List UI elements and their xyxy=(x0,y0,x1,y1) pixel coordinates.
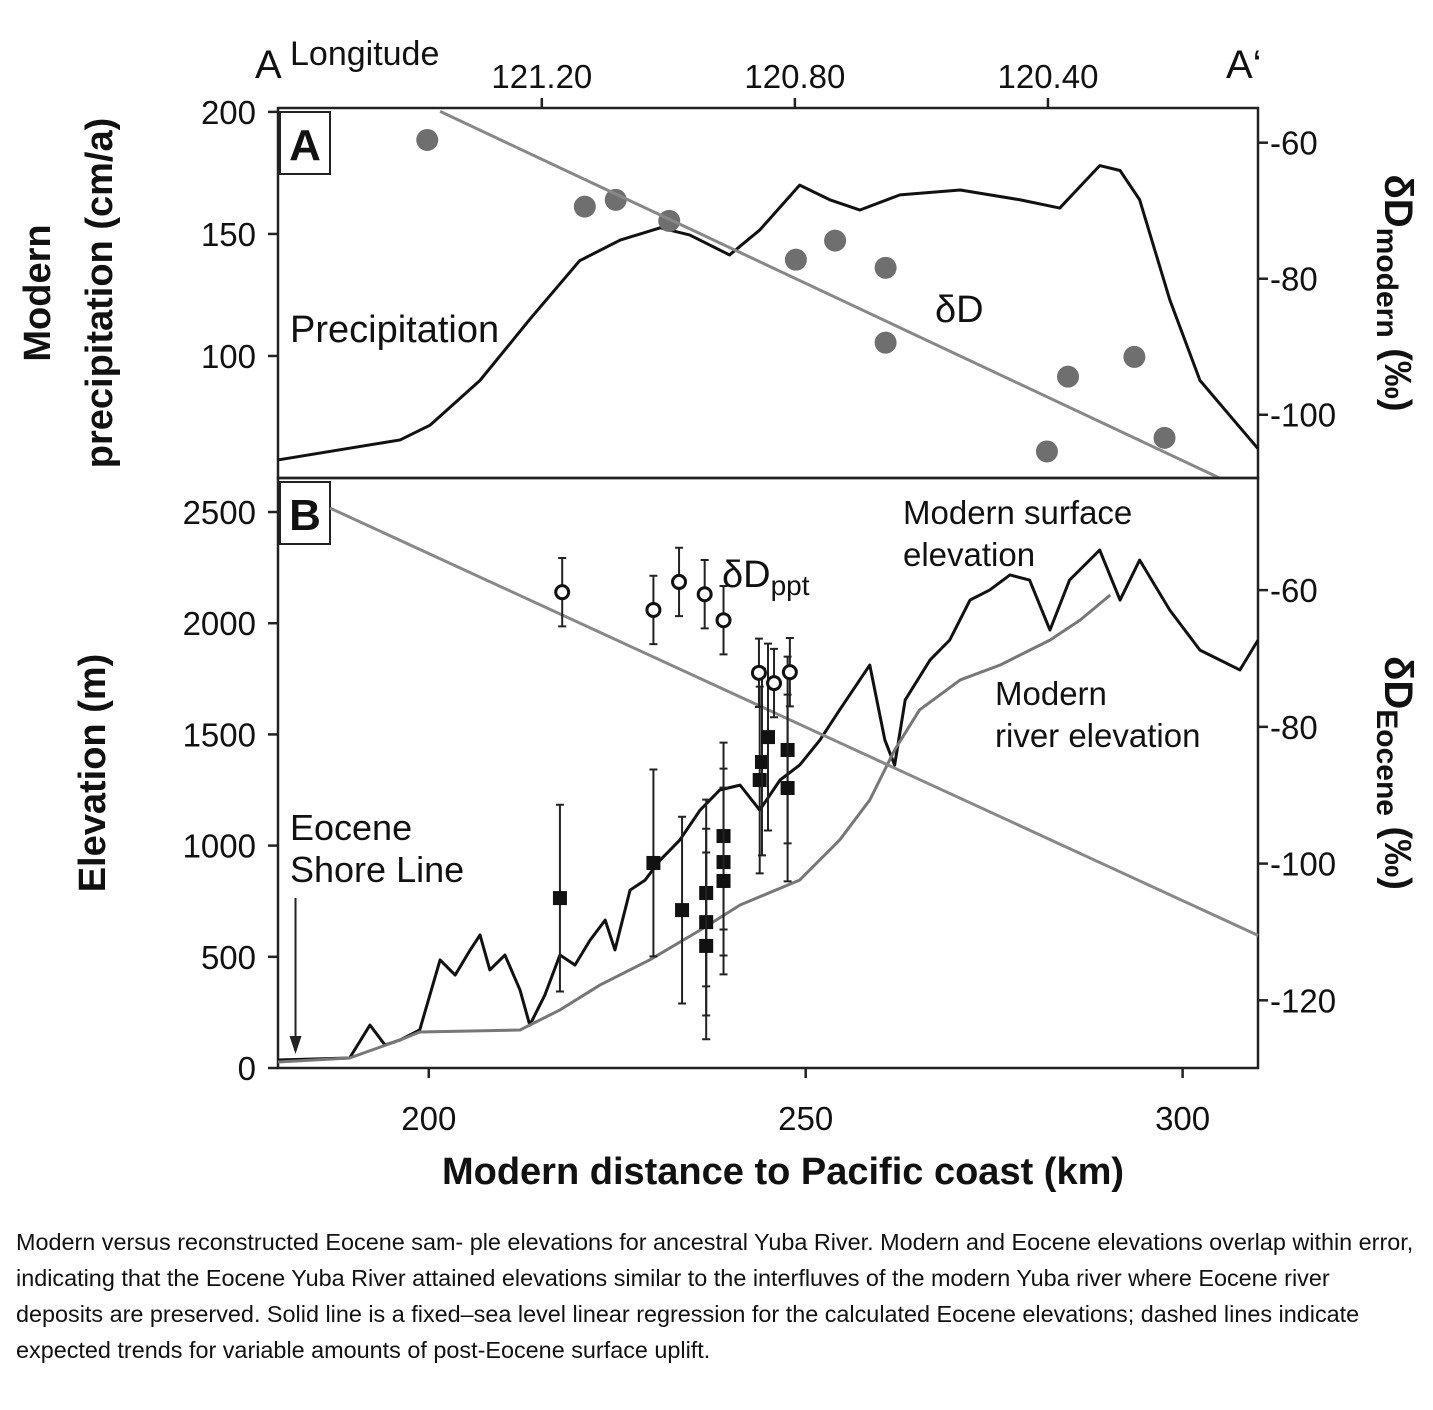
y2-tick-label: -80 xyxy=(1270,261,1318,298)
data-point xyxy=(766,675,783,692)
data-point xyxy=(696,586,713,603)
panel-label: B xyxy=(289,491,321,540)
y-tick-label: 2500 xyxy=(183,494,256,531)
y2-label-main: δD xyxy=(1376,656,1420,709)
y2-tick-label: -100 xyxy=(1270,846,1336,883)
y-tick-label: 150 xyxy=(201,216,256,253)
series-line xyxy=(277,164,1260,462)
data-point xyxy=(675,903,690,918)
plot-frame xyxy=(276,476,1260,1070)
series-label: Modern xyxy=(995,675,1107,712)
data-point xyxy=(754,754,769,769)
figure: A 100 150 200 -60 -80 -100 Modern precipitation … xyxy=(17,35,1420,1193)
series-label-main: δD xyxy=(935,289,984,331)
y2-tick-label: -80 xyxy=(1270,709,1318,746)
series-line xyxy=(277,593,1112,1064)
top-tick-label: 120.40 xyxy=(997,58,1098,95)
series-label: elevation xyxy=(903,536,1035,573)
top-tick-label: 120.80 xyxy=(744,58,845,95)
y2-tick-label: -100 xyxy=(1270,397,1336,434)
data-point xyxy=(645,601,662,618)
data-point xyxy=(784,248,807,271)
series-line xyxy=(329,506,1259,937)
data-point xyxy=(416,128,439,151)
data-point xyxy=(699,938,714,953)
y2-label-sub: Eocene xyxy=(1370,709,1403,816)
data-point xyxy=(780,781,795,796)
data-point xyxy=(750,664,767,681)
top-left-label: A xyxy=(255,43,282,87)
data-point xyxy=(874,256,897,279)
y-axis-label: Modern xyxy=(17,224,59,361)
series-label-sub: ppt xyxy=(771,570,810,601)
y-tick-label: 1500 xyxy=(183,716,256,753)
panel-label-box xyxy=(279,481,331,545)
series-label: Precipitation xyxy=(290,309,499,351)
y2-label-sub: modern xyxy=(1370,228,1403,338)
y2-axis-label: δDEocene (‰) xyxy=(1370,656,1420,890)
data-point xyxy=(554,584,571,601)
top-tick-label: 121.20 xyxy=(491,58,592,95)
data-point xyxy=(604,188,627,211)
series-label-main: δD xyxy=(722,554,771,596)
data-point xyxy=(1035,440,1058,463)
x-tick-label: 250 xyxy=(778,1100,833,1137)
data-point xyxy=(573,195,596,218)
y2-label-unit: (‰) xyxy=(1376,816,1418,890)
data-point xyxy=(646,855,661,870)
y2-tick-label: -60 xyxy=(1270,572,1318,609)
panel-label: A xyxy=(289,121,321,170)
data-point xyxy=(874,331,897,354)
y-axis-label: Elevation (m) xyxy=(72,654,114,893)
plot-frame xyxy=(276,106,1260,480)
y2-tick-label: -60 xyxy=(1270,125,1318,162)
data-point xyxy=(552,891,567,906)
data-point xyxy=(761,730,775,745)
x-axis-label: Modern distance to Pacific coast (km) xyxy=(442,1151,1124,1193)
data-point xyxy=(715,612,732,629)
data-point xyxy=(671,573,688,590)
y-tick-label: 200 xyxy=(201,94,256,131)
x-tick-label: 300 xyxy=(1155,1100,1210,1137)
data-point xyxy=(658,209,681,232)
y-tick-label: 500 xyxy=(201,939,256,976)
y2-label-unit: (‰) xyxy=(1376,338,1418,412)
arrow-head xyxy=(289,1035,302,1054)
panel-label-box xyxy=(279,111,331,175)
y2-label-main: δD xyxy=(1376,174,1420,227)
series-label: δD xyxy=(935,289,984,331)
annotation: Eocene xyxy=(290,807,412,848)
y-tick-label: 0 xyxy=(238,1050,256,1087)
y-tick-label: 2000 xyxy=(183,605,256,642)
y-axis-label: precipitation (cm/a) xyxy=(79,118,121,469)
data-point xyxy=(824,229,847,252)
data-point xyxy=(1153,426,1176,449)
x-tick-label: 200 xyxy=(401,1100,456,1137)
data-point xyxy=(1123,345,1146,368)
y2-axis-label: δDmodern (‰) xyxy=(1370,174,1420,411)
top-axis-label: Longitude xyxy=(290,35,439,73)
data-point xyxy=(752,773,767,788)
top-right-label: A‘ xyxy=(1226,43,1262,87)
data-point xyxy=(1057,365,1080,388)
series-label: river elevation xyxy=(995,717,1200,754)
y-tick-label: 1000 xyxy=(183,828,256,865)
series-label: Modern surface xyxy=(903,494,1132,531)
caption: Modern versus reconstructed Eocene sam- … xyxy=(16,1229,1414,1363)
series-label-main: Precipitation xyxy=(290,309,499,351)
y2-tick-label: -120 xyxy=(1270,982,1336,1019)
series-label: δDppt xyxy=(722,554,810,601)
annotation: Shore Line xyxy=(290,849,464,890)
data-point xyxy=(781,664,798,681)
series-line xyxy=(277,548,1260,1062)
y-tick-label: 100 xyxy=(201,338,256,375)
series-line xyxy=(439,110,1221,480)
data-point xyxy=(716,873,731,888)
